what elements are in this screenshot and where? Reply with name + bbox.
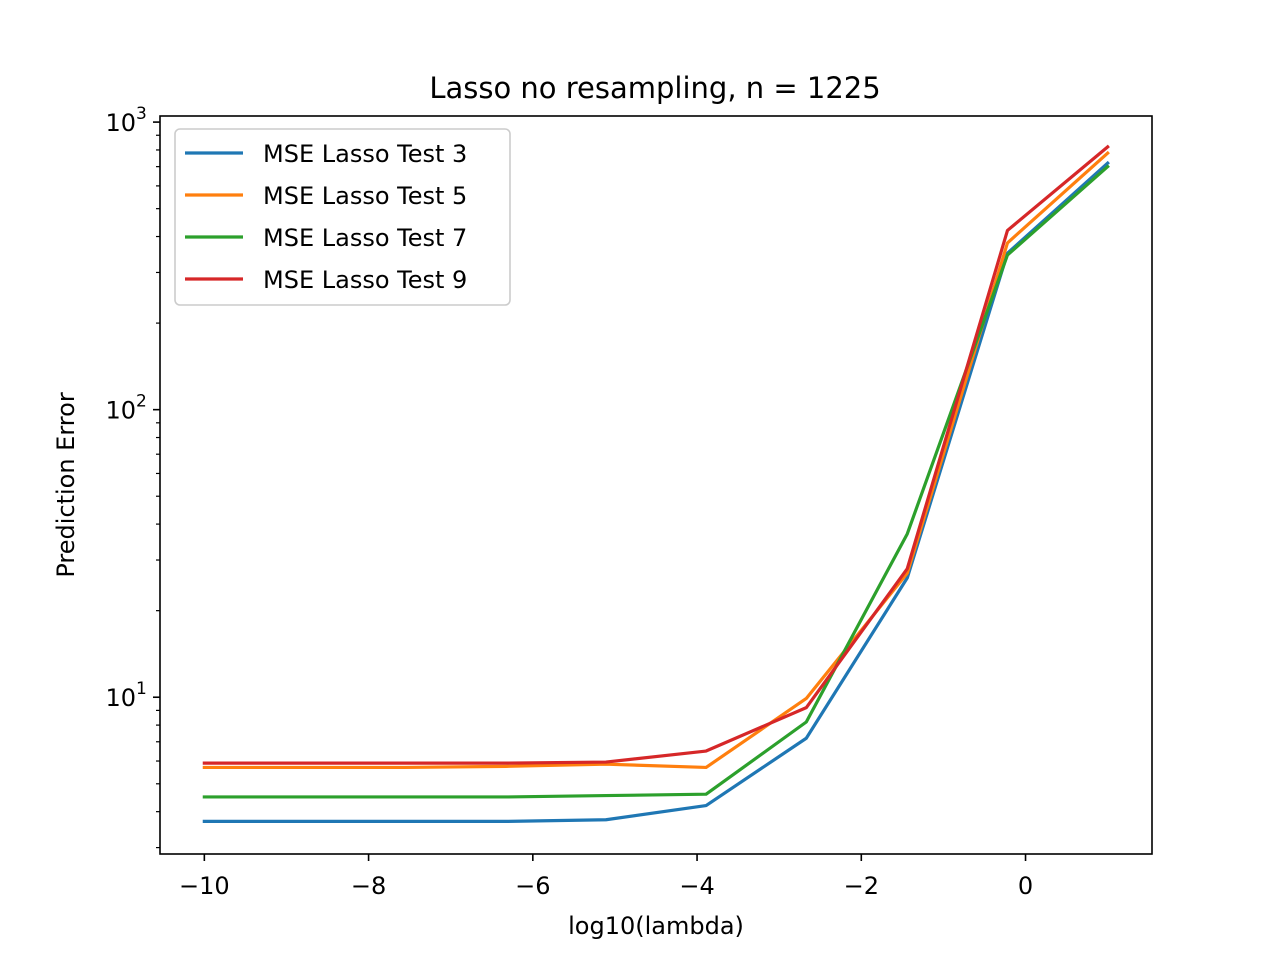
x-tick-label: −2 [844, 872, 879, 900]
x-tick-label: −6 [515, 872, 550, 900]
y-tick-label: 10 [105, 397, 136, 425]
y-tick-label: 10 [105, 684, 136, 712]
legend-label-3: MSE Lasso Test 7 [263, 224, 467, 252]
legend-label-1: MSE Lasso Test 3 [263, 140, 467, 168]
y-tick-label: 10 [105, 109, 136, 137]
legend-label-4: MSE Lasso Test 9 [263, 266, 467, 294]
x-tick-label: −4 [679, 872, 714, 900]
x-tick-label: 0 [1018, 872, 1033, 900]
plot-frame [159, 115, 1153, 855]
y-axis-label: Prediction Error [52, 392, 80, 577]
x-tick-label: −10 [179, 872, 230, 900]
y-tick-label-exponent: 1 [136, 679, 147, 699]
series-line-4 [202, 144, 1110, 765]
series-lines [202, 144, 1110, 824]
legend-frame [174, 128, 511, 306]
y-tick-label-exponent: 3 [136, 104, 147, 124]
series-line-1 [202, 160, 1110, 824]
chart-title: Lasso no resampling, n = 1225 [429, 71, 880, 105]
x-axis: −10 −8 −6 −4 −2 0 [179, 854, 1033, 900]
x-tick-label: −8 [351, 872, 386, 900]
legend-label-2: MSE Lasso Test 5 [263, 182, 467, 210]
x-axis-label: log10(lambda) [568, 912, 744, 940]
y-tick-label-exponent: 2 [136, 392, 147, 412]
legend: MSE Lasso Test 3 MSE Lasso Test 5 MSE Lass… [174, 128, 511, 306]
series-line-2 [202, 150, 1110, 770]
